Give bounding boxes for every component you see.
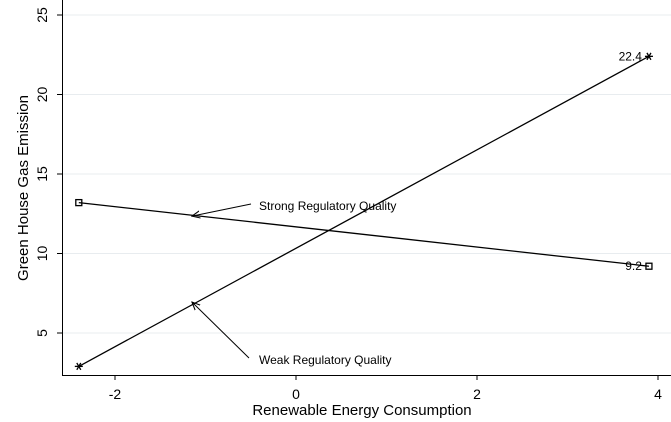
y-tick-label: 5 [34, 329, 50, 337]
y-tick-label: 25 [34, 7, 50, 23]
x-tick-label: -2 [109, 386, 122, 402]
x-tick-label: 0 [292, 386, 300, 402]
annotation-label: Strong Regulatory Quality [259, 199, 396, 213]
gridlines [62, 14, 671, 334]
annotation-arrow [192, 203, 252, 216]
end-value-label: 9.2 [625, 259, 642, 273]
y-axis-title: Green House Gas Emission [15, 95, 32, 281]
y-tick-label: 20 [34, 87, 50, 103]
series: 9.2 22.4 [74, 49, 653, 371]
y-tick-label: 10 [34, 246, 50, 262]
x-axis-title: Renewable Energy Consumption [252, 402, 471, 419]
annotation-arrow [192, 302, 250, 359]
data-point-star [74, 362, 83, 371]
series-line [78, 55, 650, 367]
data-point-square [75, 198, 83, 207]
end-value-label: 22.4 [619, 49, 643, 63]
x-tick-label: 4 [654, 386, 662, 402]
series-line [78, 201, 650, 267]
annotation-label: Weak Regulatory Quality [259, 353, 392, 367]
data-point-star [644, 52, 653, 61]
annotations: Strong Regulatory Quality Weak Regulatory… [192, 199, 396, 367]
data-point-square [645, 262, 653, 270]
x-tick-label: 2 [473, 386, 481, 402]
axes: 5 10 15 20 25 -2 0 2 4 [34, 0, 671, 402]
star-stroke [76, 362, 82, 371]
y-tick-label: 15 [34, 166, 50, 182]
star-stroke [646, 52, 652, 61]
